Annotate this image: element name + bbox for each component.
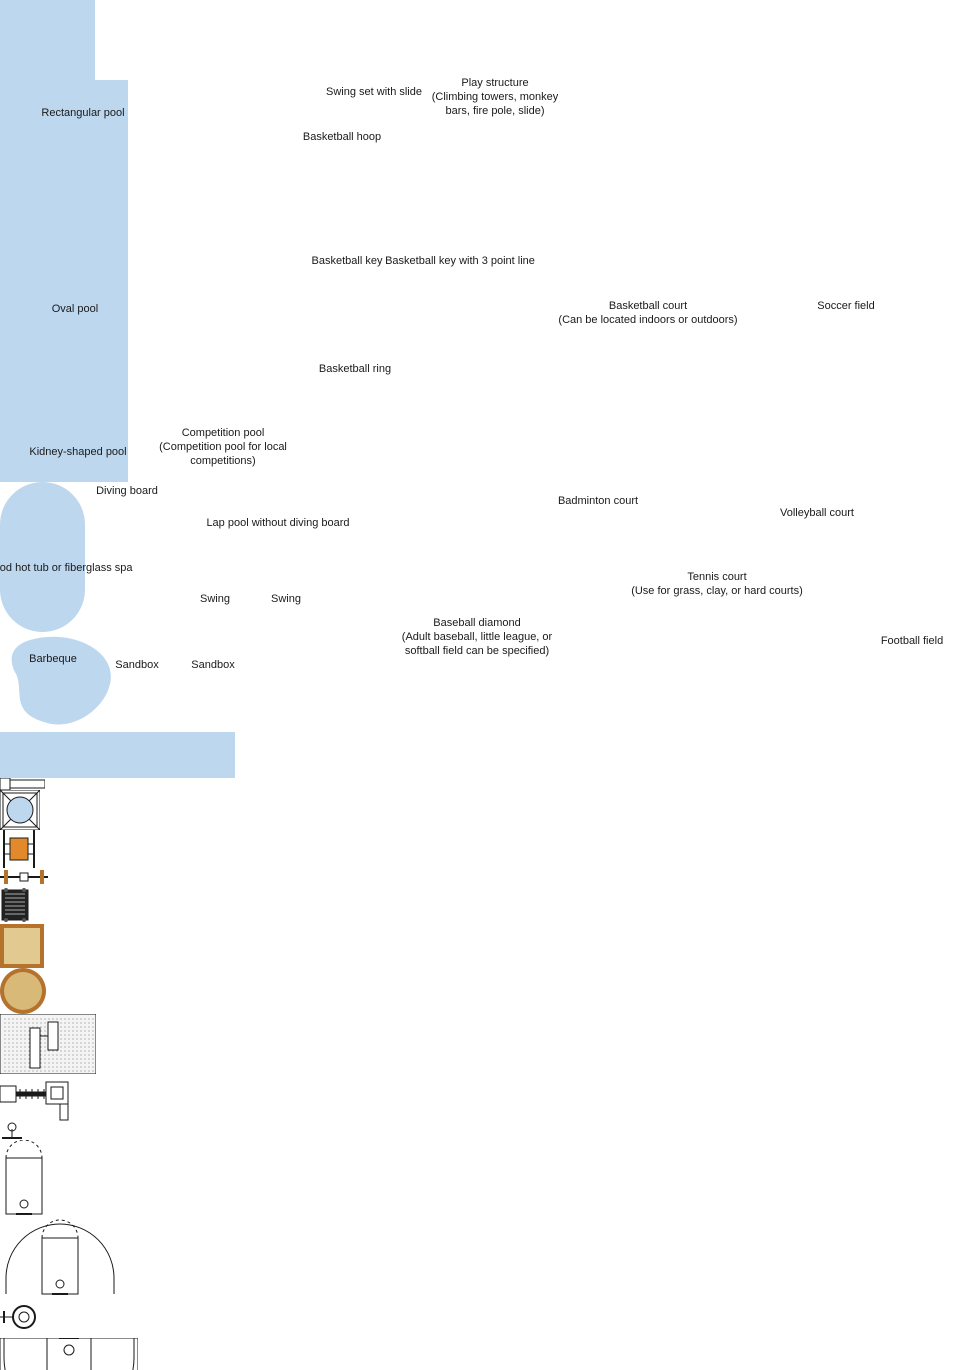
label: Diving board bbox=[82, 484, 172, 498]
sandbox-square bbox=[0, 924, 44, 968]
label: Lap pool without diving board bbox=[178, 516, 378, 530]
label: Kidney-shaped pool bbox=[8, 445, 148, 459]
sublabel: (Adult baseball, little league, or softb… bbox=[382, 630, 572, 659]
label: Volleyball court bbox=[752, 506, 882, 520]
swing-bench bbox=[0, 830, 38, 868]
label: Badminton court bbox=[538, 494, 658, 508]
label: Play structure bbox=[420, 76, 570, 90]
label: Baseball diamond bbox=[382, 616, 572, 630]
swing-bar bbox=[0, 868, 48, 886]
sublabel: (Use for grass, clay, or hard courts) bbox=[617, 584, 817, 598]
play-structure bbox=[0, 1074, 80, 1122]
hot-tub bbox=[0, 790, 40, 830]
sublabel: (Can be located indoors or outdoors) bbox=[548, 313, 748, 327]
competition-pool bbox=[0, 80, 128, 482]
sublabel: (Climbing towers, monkey bars, fire pole… bbox=[420, 90, 570, 119]
label: Soccer field bbox=[786, 299, 906, 313]
diving-board bbox=[0, 778, 45, 790]
label: Football field bbox=[862, 634, 962, 648]
basketball-ring bbox=[0, 1296, 42, 1338]
label: Sandbox bbox=[178, 658, 248, 672]
label: Swing bbox=[185, 592, 245, 606]
label: Basketball ring bbox=[300, 362, 410, 376]
label: Oval pool bbox=[5, 302, 145, 316]
sandbox-round bbox=[0, 968, 46, 1014]
oval-pool bbox=[0, 482, 85, 632]
label: Competition pool bbox=[138, 426, 308, 440]
basketball-court bbox=[0, 1338, 138, 1370]
label: Basketball key with 3 point line bbox=[370, 254, 550, 268]
label: Swing bbox=[256, 592, 316, 606]
basketball-key-3pt bbox=[0, 1218, 120, 1296]
lap-pool bbox=[0, 732, 235, 778]
barbeque bbox=[0, 886, 30, 924]
basketball-hoop bbox=[0, 1122, 24, 1140]
label: Rectangular pool bbox=[8, 106, 158, 120]
label: Basketball hoop bbox=[287, 130, 397, 144]
basketball-key bbox=[0, 1140, 48, 1218]
sublabel: (Competition pool for local competitions… bbox=[138, 440, 308, 469]
label: Tennis court bbox=[617, 570, 817, 584]
label: Wood hot tub or fiberglass spa bbox=[0, 561, 143, 575]
label: Sandbox bbox=[102, 658, 172, 672]
swing-set-slide bbox=[0, 1014, 96, 1074]
kidney-pool bbox=[0, 632, 120, 732]
rectangular-pool bbox=[0, 0, 95, 80]
label: Barbeque bbox=[18, 652, 88, 666]
label: Basketball court bbox=[548, 299, 748, 313]
